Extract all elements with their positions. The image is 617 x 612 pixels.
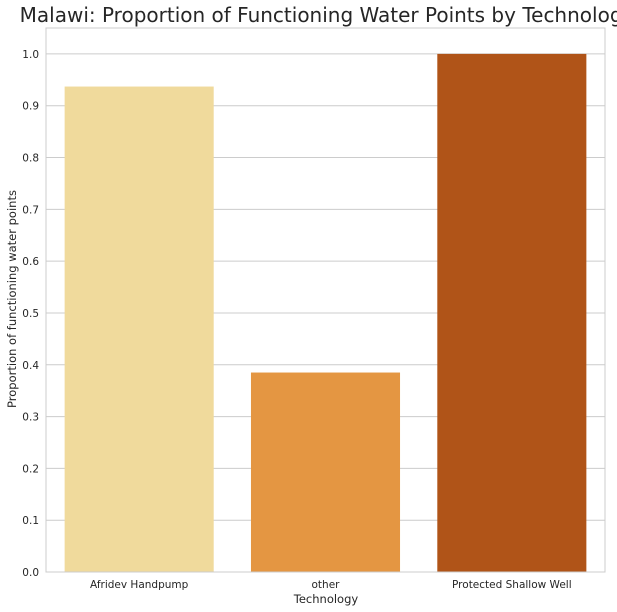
y-tick-label: 0.3 bbox=[22, 412, 39, 424]
y-tick-label: 0.6 bbox=[22, 256, 39, 268]
y-axis-label: Proportion of functioning water points bbox=[5, 190, 19, 408]
y-tick-label: 0.2 bbox=[22, 463, 39, 475]
x-tick-label: Afridev Handpump bbox=[90, 579, 189, 591]
bar-protected-shallow-well bbox=[437, 53, 587, 572]
x-tick-label: Protected Shallow Well bbox=[452, 579, 572, 591]
y-tick-label: 0.7 bbox=[22, 204, 39, 216]
y-tick-labels: 0.0 0.1 0.2 0.3 0.4 0.5 0.6 0.7 0.8 0.9 1.0 bbox=[22, 49, 39, 579]
bars bbox=[64, 53, 587, 572]
x-axis-label: Technology bbox=[293, 592, 359, 606]
y-tick-label: 0.1 bbox=[22, 515, 39, 527]
plot-frame bbox=[45, 27, 606, 573]
y-tick-label: 0.0 bbox=[22, 567, 39, 579]
y-tick-label: 0.4 bbox=[22, 360, 39, 372]
chart-title: Malawi: Proportion of Functioning Water … bbox=[20, 3, 617, 27]
x-tick-label: other bbox=[312, 579, 341, 591]
y-tick-label: 1.0 bbox=[22, 49, 39, 61]
y-tick-label: 0.5 bbox=[22, 308, 39, 320]
x-tick-labels: Afridev Handpump other Protected Shallow W… bbox=[90, 579, 572, 591]
bar-afridev-handpump bbox=[64, 86, 214, 572]
y-tick-label: 0.8 bbox=[22, 153, 39, 165]
bar-other bbox=[250, 372, 401, 572]
y-tick-label: 0.9 bbox=[22, 101, 39, 113]
